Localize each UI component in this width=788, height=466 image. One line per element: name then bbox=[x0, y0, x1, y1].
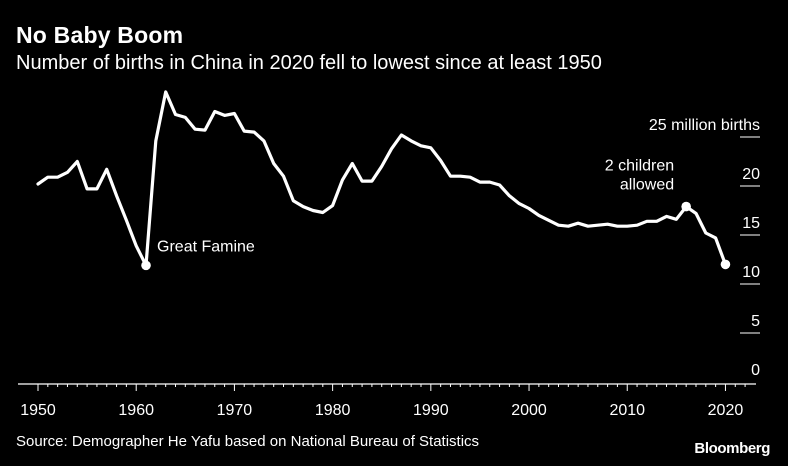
y-tick-label: 25 million births bbox=[649, 117, 760, 134]
x-axis: 1950 1960 1970 1980 1990 2000 2010 2020 bbox=[18, 383, 756, 419]
highlight-points bbox=[141, 201, 731, 271]
x-tick-label: 1990 bbox=[413, 402, 449, 419]
x-tick-label: 1980 bbox=[315, 402, 351, 419]
y-tick-label: 10 bbox=[742, 264, 760, 281]
highlight-point bbox=[720, 259, 731, 270]
highlight-point bbox=[141, 260, 151, 271]
y-tick-label: 0 bbox=[751, 362, 760, 379]
chart-subtitle: Number of births in China in 2020 fell t… bbox=[16, 52, 602, 74]
y-gridlines bbox=[740, 136, 760, 334]
y-tick-label: 5 bbox=[751, 313, 760, 330]
y-tick-label: 20 bbox=[742, 166, 760, 183]
series-line-0 bbox=[36, 90, 727, 267]
highlight-point bbox=[681, 201, 691, 212]
annotation-label: 2 children allowed bbox=[605, 158, 674, 194]
x-tick-label: 2000 bbox=[511, 402, 547, 419]
x-tick-label: 1950 bbox=[20, 402, 56, 419]
x-tick-label: 2010 bbox=[609, 402, 645, 419]
brand-logo: Bloomberg bbox=[694, 440, 770, 457]
annotation-label: Great Famine bbox=[157, 238, 255, 255]
chart-title: No Baby Boom bbox=[16, 22, 184, 48]
x-tick-label: 1960 bbox=[118, 402, 154, 419]
annotations: Great Famine 2 children allowed bbox=[157, 158, 674, 256]
y-axis: 0 5 10 15 20 25 million births bbox=[649, 117, 760, 379]
source-note: Source: Demographer He Yafu based on Nat… bbox=[16, 433, 480, 450]
y-tick-label: 15 bbox=[742, 215, 760, 232]
births-series bbox=[36, 90, 727, 267]
x-tick-label: 2020 bbox=[708, 402, 744, 419]
x-tick-label: 1970 bbox=[217, 402, 253, 419]
